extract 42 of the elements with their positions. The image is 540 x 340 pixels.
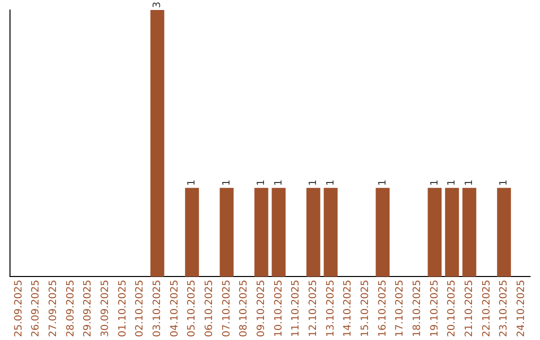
x-tick-label: 19.10.2025 [429, 280, 440, 338]
x-tick-label: 09.10.2025 [256, 280, 267, 338]
x-tick-label: 17.10.2025 [394, 280, 406, 338]
data-label: 1 [186, 179, 198, 186]
x-tick-label: 11.10.2025 [290, 280, 302, 338]
x-tick-label: 03.10.2025 [152, 280, 163, 338]
x-tick-label: 24.10.2025 [516, 280, 527, 338]
x-tick-label: 07.10.2025 [221, 280, 232, 338]
x-tick-label: 10.10.2025 [273, 280, 284, 338]
data-label: 1 [308, 179, 319, 186]
data-label: 1 [256, 179, 267, 186]
x-tick-label: 13.10.2025 [325, 280, 336, 338]
x-tick-label: 20.10.2025 [446, 280, 458, 338]
data-label: 3 [152, 2, 163, 8]
x-tick-label: 29.09.2025 [82, 280, 94, 338]
data-label: 1 [221, 179, 232, 186]
x-tick-label: 16.10.2025 [377, 280, 388, 338]
data-label: 1 [498, 179, 510, 186]
x-tick-label: 15.10.2025 [360, 280, 371, 338]
x-tick-label: 01.10.2025 [117, 280, 128, 338]
x-tick-label: 02.10.2025 [134, 280, 146, 338]
x-tick-label: 04.10.2025 [169, 280, 180, 338]
x-tick-label: 06.10.2025 [204, 280, 215, 338]
x-tick-label: 12.10.2025 [308, 280, 319, 338]
x-tick-label: 08.10.2025 [238, 280, 250, 338]
data-label: 1 [464, 179, 475, 186]
x-tick-label: 28.09.2025 [65, 280, 76, 338]
data-label: 1 [429, 179, 440, 186]
x-tick-label: 27.09.2025 [48, 280, 59, 338]
x-tick-label: 14.10.2025 [342, 280, 354, 338]
x-tick-label: 23.10.2025 [498, 280, 510, 338]
x-tick-label: 26.09.2025 [30, 280, 42, 338]
x-tick-label: 18.10.2025 [412, 280, 423, 338]
x-tick-label: 22.10.2025 [481, 280, 492, 338]
data-label: 1 [377, 179, 388, 186]
x-tick-label: 25.09.2025 [13, 280, 24, 338]
data-label: 1 [325, 179, 336, 186]
data-label: 1 [446, 179, 458, 186]
x-tick-label: 21.10.2025 [464, 280, 475, 338]
data-label: 1 [273, 179, 284, 186]
x-tick-label: 30.09.2025 [100, 280, 111, 338]
x-tick-label: 05.10.2025 [186, 280, 198, 338]
